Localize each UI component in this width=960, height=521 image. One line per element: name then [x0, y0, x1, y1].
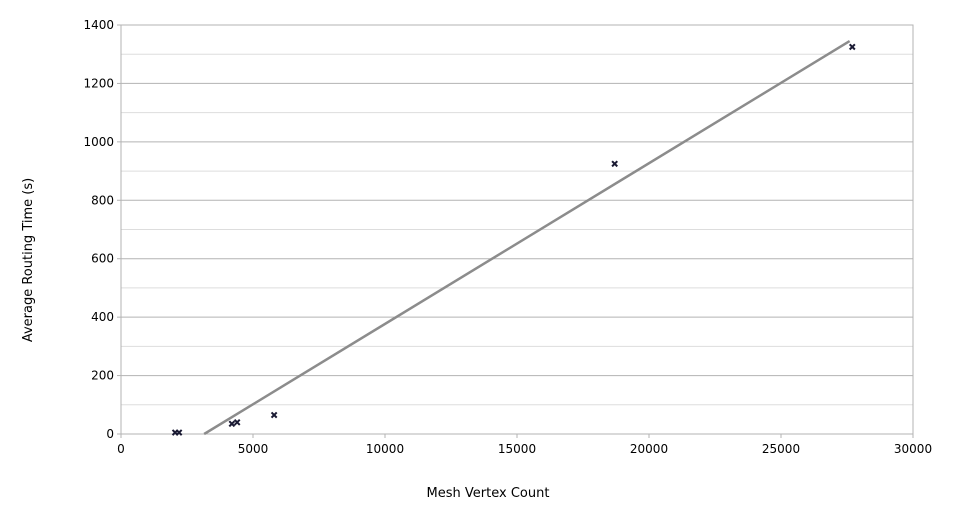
y-tick-label: 400	[91, 310, 114, 324]
y-tick-label: 1200	[83, 76, 114, 90]
y-tick-label: 1400	[83, 18, 114, 32]
y-tick-label: 200	[91, 369, 114, 383]
data-point	[233, 419, 241, 426]
data-point	[228, 420, 236, 428]
trendline-layer	[203, 40, 851, 436]
x-tick-label: 25000	[762, 442, 800, 456]
data-point	[175, 429, 183, 436]
x-tick-label: 30000	[894, 442, 932, 456]
x-tick-label: 10000	[366, 442, 404, 456]
x-axis-title: Mesh Vertex Count	[427, 486, 550, 501]
data-point	[611, 160, 618, 168]
grid-lines	[121, 24, 913, 435]
data-point	[270, 411, 278, 419]
y-tick-label: 0	[106, 427, 114, 441]
x-tick-label: 0	[117, 442, 125, 456]
x-tick-label: 15000	[498, 442, 536, 456]
trendline	[203, 40, 851, 436]
y-tick-label: 800	[91, 193, 114, 207]
data-points	[171, 43, 856, 436]
y-tick-label: 1000	[83, 135, 114, 149]
y-tick-labels: 0 200 400 600 800 1000 1200 1400	[83, 18, 114, 441]
x-tick-labels: 0 5000 10000 15000 20000 25000 30000	[117, 442, 932, 456]
y-tick-label: 600	[91, 252, 114, 266]
x-tick-label: 5000	[238, 442, 269, 456]
data-point	[848, 43, 856, 51]
x-tick-label: 20000	[630, 442, 668, 456]
axes	[117, 24, 914, 438]
y-axis-title: Average Routing Time (s)	[21, 178, 36, 342]
